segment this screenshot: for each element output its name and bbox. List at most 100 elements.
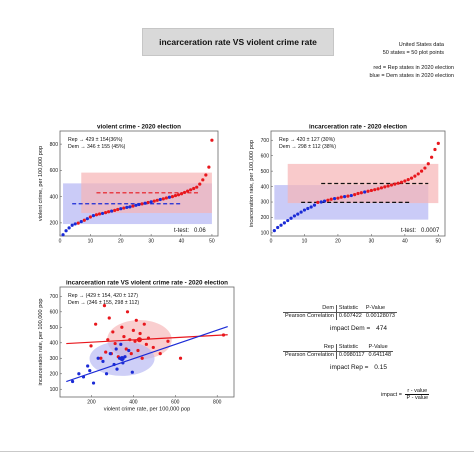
chart3-rep-point xyxy=(151,345,155,350)
rep-stats-table: Rep Statistic P-Value Pearson Correlatio… xyxy=(283,344,394,359)
impact-numerator: r - value xyxy=(405,388,430,395)
chart3-dem-point xyxy=(115,367,119,371)
bottom-border xyxy=(0,451,474,452)
chart2-rep-point xyxy=(353,193,357,197)
chart2-y-tick-label: 100 xyxy=(261,231,270,237)
chart3-rep-point xyxy=(144,342,148,346)
rep-stats-h1: Statistic xyxy=(335,344,367,352)
chart1-rep-point xyxy=(182,190,187,195)
chart3-y-axis-label: incarceration rate, per 100,000 pop xyxy=(38,298,44,385)
chart2-ttest-value: 0.0007 xyxy=(421,228,440,234)
chart2-rep-point xyxy=(409,176,414,180)
chart3-dem-center-point xyxy=(119,355,125,362)
chart3-rep-point xyxy=(102,303,107,308)
chart1-rep-point xyxy=(176,193,181,197)
chart3-dem-point xyxy=(127,348,131,353)
chart1-dem-point xyxy=(128,205,132,209)
chart1-dem-point xyxy=(125,205,129,209)
chart3-rep-point xyxy=(136,348,140,353)
chart1-x-tick-label: 50 xyxy=(209,239,215,245)
chart3-y-tick-label: 600 xyxy=(50,309,59,315)
chart3-rep-point xyxy=(158,352,162,356)
chart3-title: incarceration rate VS violent crime rate… xyxy=(66,280,228,287)
chart1-rep-point xyxy=(94,213,99,217)
chart2-dem-point xyxy=(319,200,323,204)
chart2-rep-point xyxy=(423,166,427,170)
chart3-dem-annotation: Dem → (346 ± 155, 298 ± 112) xyxy=(68,300,139,306)
chart2-rep-point xyxy=(436,141,440,145)
chart3-rep-point xyxy=(221,333,226,337)
chart1-rep-point xyxy=(186,189,190,193)
chart1-rep-point xyxy=(207,165,211,169)
chart3-rep-point xyxy=(99,356,103,360)
chart3-y-tick-label: 300 xyxy=(50,356,59,362)
chart1-x-tick-label: 0 xyxy=(59,239,62,245)
chart1-dem-point xyxy=(64,229,68,233)
chart3-rep-point xyxy=(122,334,126,339)
chart3-rep-point xyxy=(129,352,133,356)
chart1-rep-point xyxy=(152,199,156,203)
chart3-frame xyxy=(59,286,235,398)
chart1-dem-point xyxy=(67,226,71,230)
chart1-y-tick-label: 200 xyxy=(50,221,59,227)
chart2-x-tick-label: 0 xyxy=(270,239,273,245)
chart1-dem-point xyxy=(91,214,96,218)
rep-stats-label: Rep xyxy=(323,344,334,350)
chart1-rep-annotation: Rep → 429 ± 154(36%) xyxy=(68,137,123,143)
chart3-rep-point xyxy=(106,338,110,342)
impact-dem-value: 474 xyxy=(376,325,387,332)
chart2-dem-point xyxy=(286,218,290,223)
rep-stats-h2: P-Value xyxy=(368,344,388,350)
chart2-rep-point xyxy=(379,186,384,190)
chart1-x-tick-label: 30 xyxy=(148,239,154,245)
legend-line-dem: blue = Dem states in 2020 election xyxy=(369,72,454,79)
dem-pvalue: 0.00128073 xyxy=(363,312,397,320)
chart3-rep-point xyxy=(89,344,93,348)
chart3-rep-point xyxy=(146,336,151,340)
chart3-rep-center-point xyxy=(136,337,143,343)
rep-statistic: 0.0980117 xyxy=(335,351,367,359)
chart3-dem-point xyxy=(86,364,90,368)
chart2-rep-point xyxy=(413,174,417,178)
chart2-rep-point xyxy=(399,180,404,184)
chart1-rep-point xyxy=(76,221,80,225)
chart2-rep-point xyxy=(430,155,434,159)
chart1-x-tick-label: 10 xyxy=(88,239,94,245)
chart2-dem-point xyxy=(302,208,307,212)
chart2-dem-point xyxy=(363,190,367,194)
impact-formula: impact = r - value P - value xyxy=(381,388,430,401)
chart2-y-tick-label: 300 xyxy=(261,200,270,206)
chart1-rep-point xyxy=(107,210,111,214)
dem-stats-label: Dem xyxy=(322,305,334,311)
chart2-rep-point xyxy=(376,187,380,191)
chart2-dem-point xyxy=(349,193,353,198)
chart3-dem-point xyxy=(96,356,100,360)
chart3-rep-point xyxy=(142,322,146,326)
chart1-rep-point xyxy=(173,193,178,198)
chart1-rep-point xyxy=(131,204,135,208)
impact-rep-value: 0.15 xyxy=(374,364,387,371)
chart2-y-axis-label: incarceration rate, per 100,000 pop xyxy=(249,140,255,227)
chart1-rep-point xyxy=(155,198,159,202)
chart1-y-tick-label: 600 xyxy=(50,168,59,174)
chart3-rep-point xyxy=(128,338,132,342)
chart1-dem-point xyxy=(158,197,162,202)
chart3-dem-point xyxy=(119,342,123,346)
chart2-rep-point xyxy=(416,172,420,176)
chart3-y-tick-label: 700 xyxy=(50,294,59,300)
impact-formula-label: impact = xyxy=(381,391,402,398)
chart3-dem-point xyxy=(108,352,112,356)
chart3-rep-point xyxy=(107,316,111,320)
chart3-dem-point xyxy=(77,372,81,376)
dem-stats-row-label: Pearson Correlation xyxy=(283,312,337,320)
rep-pvalue: 0.641148 xyxy=(366,351,394,359)
chart1-dem-annotation: Dem → 346 ± 155 (45%) xyxy=(68,144,126,150)
chart3-rep-point xyxy=(140,356,144,360)
chart2-x-tick-label: 50 xyxy=(436,239,442,245)
chart1-rep-std-band xyxy=(81,172,212,214)
chart3-y-tick-label: 200 xyxy=(50,371,59,377)
chart3-dem-point xyxy=(91,381,96,385)
chart3-rep-point xyxy=(166,339,170,343)
chart2-rep-point xyxy=(316,200,320,204)
chart2-frame xyxy=(270,130,446,237)
